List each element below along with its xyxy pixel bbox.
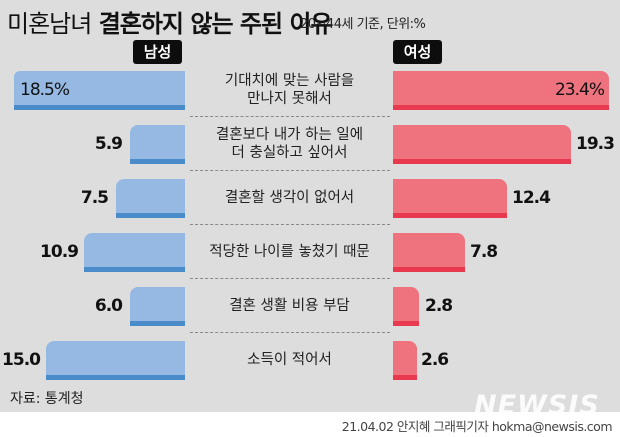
source-note: 자료: 통계청 <box>10 391 84 407</box>
bar-male-row-2 <box>130 125 185 164</box>
row-divider <box>190 116 390 117</box>
category-label-line-1: 결혼보다 내가 하는 일에 <box>215 127 364 143</box>
chart-subtitle: 20~44세 기준, 단위:% <box>300 17 426 32</box>
row-divider <box>190 224 390 225</box>
value-male-row-3: 7.5 <box>80 188 109 208</box>
value-female-row-3: 12.4 <box>512 188 551 208</box>
value-female-row-1: 23.4% <box>554 80 605 100</box>
newsis-watermark-logo: NEWSIS <box>474 390 600 421</box>
bar-male-row-6 <box>46 341 185 380</box>
category-label-row-6: 소득이 적어서 <box>247 352 332 368</box>
bar-female-row-1 <box>393 71 609 110</box>
row-divider <box>190 278 390 279</box>
category-label-line-1: 기대치에 맞는 사람을 <box>224 73 355 89</box>
bar-male-row-3 <box>116 179 185 218</box>
category-label-row-2: 결혼보다 내가 하는 일에 더 충실하고 싶어서 <box>186 126 393 162</box>
row-divider <box>190 170 390 171</box>
bar-male-row-1 <box>14 71 185 110</box>
value-male-row-6: 15.0 <box>2 350 41 370</box>
value-female-row-5: 2.8 <box>425 296 453 316</box>
value-male-row-4: 10.9 <box>40 242 79 262</box>
bar-male-row-5 <box>130 287 185 326</box>
value-male-row-5: 6.0 <box>94 296 123 316</box>
row-divider <box>190 332 390 333</box>
value-female-row-6: 2.6 <box>421 350 449 370</box>
value-male-row-1: 18.5% <box>20 80 70 100</box>
category-label-row-1: 기대치에 맞는 사람을 만나지 못해서 <box>186 72 393 108</box>
bar-female-row-3 <box>393 179 507 218</box>
category-label-row-3: 결혼할 생각이 없어서 <box>224 190 355 206</box>
category-label-line-2: 만나지 못해서 <box>247 91 332 107</box>
title-part-2: 결혼하지 않는 주된 이유 <box>98 10 333 38</box>
bar-female-row-2 <box>393 125 571 164</box>
value-female-row-2: 19.3 <box>576 134 615 154</box>
value-female-row-4: 7.8 <box>470 242 498 262</box>
chart-title: 미혼남녀 결혼하지 않는 주된 이유 <box>7 4 333 39</box>
bar-female-row-5 <box>393 287 419 326</box>
legend-male: 남성 <box>133 40 182 64</box>
bar-female-row-4 <box>393 233 465 272</box>
category-label-line-2: 더 충실하고 싶어서 <box>231 145 348 161</box>
value-male-row-2: 5.9 <box>94 134 123 154</box>
category-label-row-5: 결혼 생활 비용 부담 <box>229 298 350 314</box>
legend-female: 여성 <box>393 40 442 64</box>
category-label-row-4: 적당한 나이를 놓쳤기 때문 <box>209 244 370 260</box>
bar-male-row-4 <box>84 233 185 272</box>
credit-line: 21.04.02 안지혜 그래픽기자 hokma@newsis.com <box>341 419 613 434</box>
title-part-1: 미혼남녀 <box>7 10 92 38</box>
bar-female-row-6 <box>393 341 417 380</box>
